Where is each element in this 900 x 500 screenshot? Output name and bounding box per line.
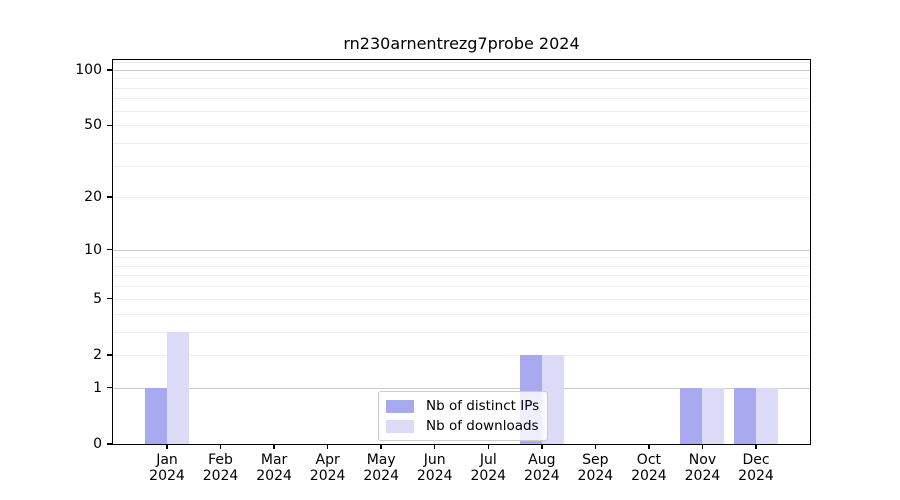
- bar-jan-downloads: [167, 331, 189, 444]
- x-tick-may: [380, 444, 382, 449]
- bar-dec-downloads: [756, 387, 778, 444]
- gridline-minor-9: [113, 257, 810, 259]
- gridline-minor-2: [113, 354, 810, 356]
- legend-swatch-downloads: [386, 419, 414, 433]
- x-tick-sep: [594, 444, 597, 449]
- gridline-major-10: [113, 249, 810, 251]
- gridline-minor-4: [113, 313, 810, 315]
- x-tick-aug: [541, 444, 543, 449]
- y-tick-label-50: 50: [84, 117, 102, 134]
- gridline-minor-8: [113, 265, 810, 267]
- x-tick-label-feb: Feb 2024: [202, 452, 239, 484]
- x-tick-label-jul: Jul 2024: [470, 452, 507, 484]
- y-tick-20: [107, 196, 113, 198]
- y-tick-label-1: 1: [93, 379, 102, 396]
- y-tick-label-0: 0: [93, 436, 102, 452]
- gridline-minor-110: [113, 62, 810, 64]
- legend-label-distinct-ips: Nb of distinct IPs: [426, 398, 540, 414]
- y-tick-label-20: 20: [84, 189, 102, 206]
- y-tick-10: [107, 248, 113, 251]
- gridline-major-1: [113, 387, 810, 389]
- gridline-minor-90: [113, 78, 810, 80]
- x-tick-label-mar: Mar 2024: [256, 452, 292, 484]
- x-tick-jun: [434, 444, 436, 449]
- x-tick-label-aug: Aug 2024: [523, 452, 560, 484]
- gridline-major-100: [113, 69, 810, 71]
- gridline-minor-3: [113, 331, 810, 333]
- x-tick-jul: [487, 444, 489, 449]
- y-tick-100: [107, 69, 113, 71]
- x-tick-mar: [273, 444, 275, 449]
- y-tick-label-100: 100: [75, 61, 102, 78]
- gridline-minor-20: [113, 197, 810, 199]
- gridline-minor-7: [113, 275, 810, 277]
- gridline-minor-40: [113, 142, 810, 144]
- x-tick-feb: [219, 444, 222, 449]
- y-tick-label-10: 10: [84, 241, 102, 258]
- y-tick-0: [107, 443, 113, 445]
- y-tick-label-5: 5: [93, 290, 102, 307]
- x-tick-label-may: May 2024: [363, 452, 399, 484]
- legend-swatch-distinct-ips: [386, 399, 414, 413]
- gridline-minor-80: [113, 87, 810, 89]
- x-tick-oct: [648, 444, 650, 449]
- gridline-minor-70: [113, 98, 810, 100]
- plot-area: Nb of distinct IPs Nb of downloads: [112, 59, 811, 445]
- gridline-minor-6: [113, 286, 810, 288]
- x-tick-label-sep: Sep 2024: [577, 452, 614, 484]
- y-tick-5: [107, 298, 113, 300]
- chart-title: rn230arnentrezg7probe 2024: [343, 34, 580, 53]
- x-tick-label-apr: Apr 2024: [309, 452, 346, 484]
- legend-label-downloads: Nb of downloads: [426, 418, 539, 434]
- legend-entry-distinct-ips: Nb of distinct IPs: [386, 396, 539, 416]
- x-tick-label-jan: Jan 2024: [149, 452, 185, 484]
- legend: Nb of distinct IPs Nb of downloads: [378, 391, 549, 441]
- gridline-minor-60: [113, 110, 810, 112]
- x-tick-label-nov: Nov 2024: [684, 452, 721, 484]
- gridline-minor-50: [113, 125, 810, 127]
- x-tick-dec: [755, 444, 757, 449]
- y-tick-2: [107, 354, 113, 356]
- y-tick-50: [107, 124, 113, 126]
- bar-jan-distinct-ips: [145, 387, 167, 444]
- gridline-minor-30: [113, 165, 810, 167]
- bar-nov-downloads: [702, 387, 725, 444]
- y-tick-label-2: 2: [93, 346, 102, 363]
- gridline-minor-5: [113, 298, 810, 300]
- x-tick-apr: [326, 444, 329, 449]
- y-tick-1: [107, 387, 113, 389]
- legend-entry-downloads: Nb of downloads: [386, 416, 539, 436]
- x-tick-label-oct: Oct 2024: [631, 452, 667, 484]
- bar-dec-distinct-ips: [734, 387, 756, 444]
- x-tick-jan: [166, 444, 168, 449]
- x-tick-label-jun: Jun 2024: [416, 452, 453, 484]
- x-tick-label-dec: Dec 2024: [738, 452, 774, 484]
- x-tick-nov: [701, 444, 704, 449]
- bar-nov-distinct-ips: [680, 387, 703, 444]
